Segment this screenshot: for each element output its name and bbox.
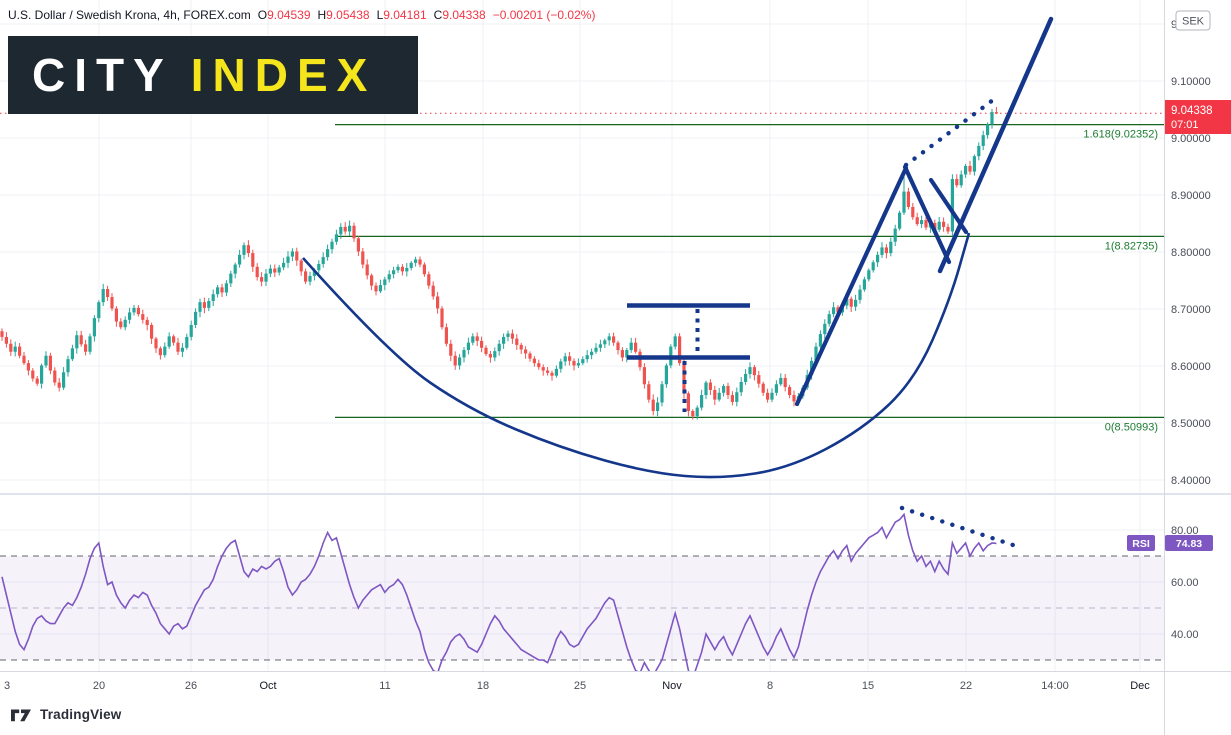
price-axis-label: 9.10000 [1171,76,1211,88]
time-axis-label: 15 [862,680,874,692]
price-axis-label: 8.70000 [1171,304,1211,316]
sek-currency-button[interactable]: SEK [1175,10,1211,31]
time-axis-label: Nov [662,680,682,692]
logo-text-city: CITY [32,49,173,101]
time-axis-label: 14:00 [1041,680,1069,692]
rsi-badge-label: RSI [1132,538,1150,550]
time-axis-label: Dec [1130,680,1150,692]
tradingview-icon [11,709,31,722]
symbol-description[interactable]: U.S. Dollar / Swedish Krona, 4h, FOREX.c… [8,8,251,22]
rsi-divergence-dotted [899,505,1019,549]
low-label: L [376,8,384,22]
time-axis-label: 25 [574,680,586,692]
price-axis[interactable]: 9.200009.100009.000008.900008.800008.700… [1171,19,1211,487]
fib-level-label: 1(8.82735) [1105,240,1158,252]
price-badge-value: 9.04338 [1171,105,1213,117]
rsi-badge-value: 74.83 [1176,538,1202,550]
city-index-logo: CITY INDEX [8,36,418,114]
low-value: 9.04181 [383,8,427,22]
grid-lines [0,0,1164,671]
current-price-badge: 9.04338 07:01 [1165,100,1231,134]
rsi-axis-label: 60.00 [1171,577,1199,589]
projection-line [937,16,1054,274]
change-value: −0.00201 (−0.02%) [492,8,596,22]
price-axis-label: 9.00000 [1171,133,1211,145]
rounded-bottom-curve [302,232,971,479]
fib-level-label: 1.618(9.02352) [1083,129,1158,141]
tradingview-label[interactable]: TradingView [40,707,122,722]
fib-level-label: 0(8.50993) [1105,421,1158,433]
time-axis-label: Oct [259,680,276,692]
rsi-band [0,555,1164,661]
flag-line-a [902,164,952,265]
fib-retracement[interactable]: 1.618(9.02352) 1(8.82735) 0(8.50993) [335,123,1164,434]
dotted-channel [903,94,1000,168]
close-value: 9.04338 [442,8,486,22]
price-axis-label: 8.90000 [1171,190,1211,202]
price-axis-label: 8.50000 [1171,418,1211,430]
time-axis-label: 26 [185,680,197,692]
price-axis-label: 8.40000 [1171,475,1211,487]
time-axis-label: 22 [960,680,972,692]
time-axis-label: 3 [4,680,10,692]
price-axis-label: 8.80000 [1171,247,1211,259]
rsi-line [1,512,997,681]
price-badge-time: 07:01 [1171,119,1199,131]
time-axis[interactable]: 3 20 26 Oct 11 18 25 Nov 8 15 22 14:00 Dec [4,680,1150,692]
open-label: O [257,8,268,22]
rsi-axis[interactable]: 80.00 60.00 40.00 [1171,525,1199,641]
sek-button-label: SEK [1182,16,1205,28]
rsi-axis-label: 80.00 [1171,525,1199,537]
close-label: C [433,8,443,22]
time-axis-label: 18 [477,680,489,692]
time-axis-label: 11 [379,680,390,692]
tradingview-attribution[interactable]: TradingView [10,706,121,723]
time-axis-label: 20 [93,680,105,692]
open-value: 9.04539 [267,8,311,22]
price-axis-label: 8.60000 [1171,361,1211,373]
high-label: H [317,8,327,22]
high-value: 9.05438 [326,8,370,22]
time-axis-label: 8 [767,680,773,692]
analyst-drawings[interactable] [302,16,1054,549]
logo-text-index: INDEX [190,49,377,101]
rally-line [794,165,909,407]
symbol-title-bar[interactable]: U.S. Dollar / Swedish Krona, 4h, FOREX.c… [8,6,595,24]
rsi-value-badge: RSI 74.83 [1127,535,1213,551]
candlestick-series [0,107,998,420]
rsi-axis-label: 40.00 [1171,629,1199,641]
